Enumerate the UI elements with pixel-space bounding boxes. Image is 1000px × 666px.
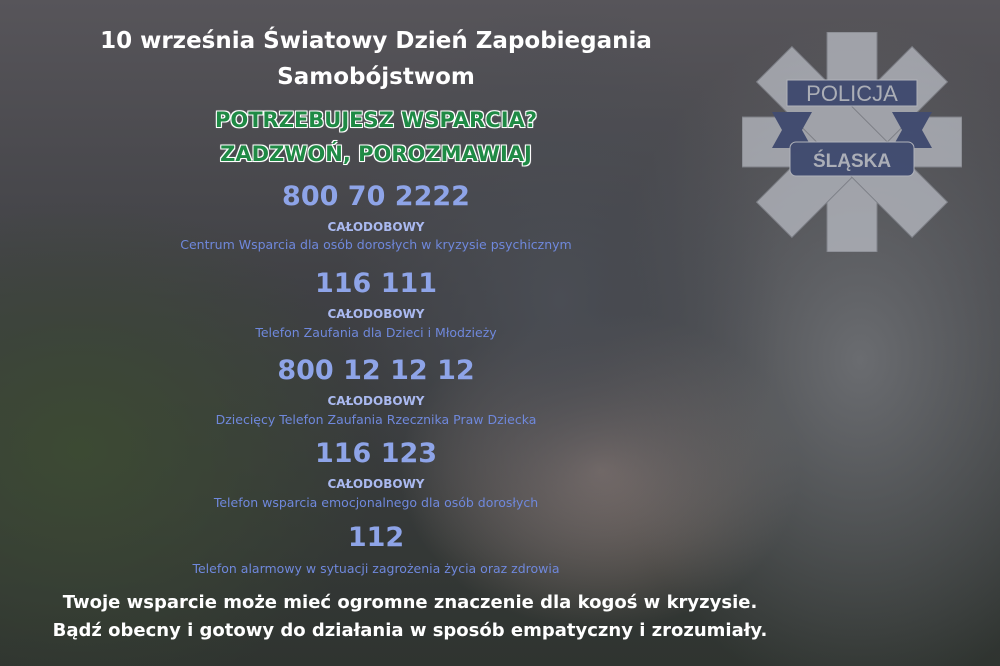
hotline-hours: CAŁODOBOWY <box>327 477 425 491</box>
hotline-description: Telefon alarmowy w sytuacji zagrożenia ż… <box>192 561 560 576</box>
footer-line-1: Twoje wsparcie może mieć ogromne znaczen… <box>62 592 758 613</box>
hotline-hours: CAŁODOBOWY <box>327 220 425 234</box>
svg-text:POLICJA: POLICJA <box>806 81 898 106</box>
police-badge-logo: POLICJA ŚLĄSKA <box>742 32 962 252</box>
headline-line-2: ZADZWOŃ, POROZMAWIAJ <box>220 142 532 166</box>
hotline-hours: CAŁODOBOWY <box>327 307 425 321</box>
svg-text:ŚLĄSKA: ŚLĄSKA <box>813 150 891 172</box>
hotline-number: 116 111 <box>314 268 438 299</box>
hotline-number: 800 70 2222 <box>282 181 470 212</box>
hotline-description: Telefon Zaufania dla Dzieci i Młodzieży <box>255 325 497 340</box>
hotline-description: Dziecięcy Telefon Zaufania Rzecznika Pra… <box>215 412 537 427</box>
title-line-2: Samobójstwom <box>277 64 475 90</box>
hotline-number: 116 123 <box>314 438 438 469</box>
headline-line-1: POTRZEBUJESZ WSPARCIA? <box>214 108 538 132</box>
hotline-description: Centrum Wsparcia dla osób dorosłych w kr… <box>180 237 572 252</box>
hotline-hours: CAŁODOBOWY <box>327 394 425 408</box>
hotline-number: 112 <box>347 522 405 553</box>
hotline-description: Telefon wsparcia emocjonalnego dla osób … <box>213 495 539 510</box>
hotline-number: 800 12 12 12 <box>277 355 475 386</box>
title-line-1: 10 września Światowy Dzień Zapobiegania <box>100 28 652 54</box>
footer-line-2: Bądź obecny i gotowy do działania w spos… <box>52 620 768 641</box>
